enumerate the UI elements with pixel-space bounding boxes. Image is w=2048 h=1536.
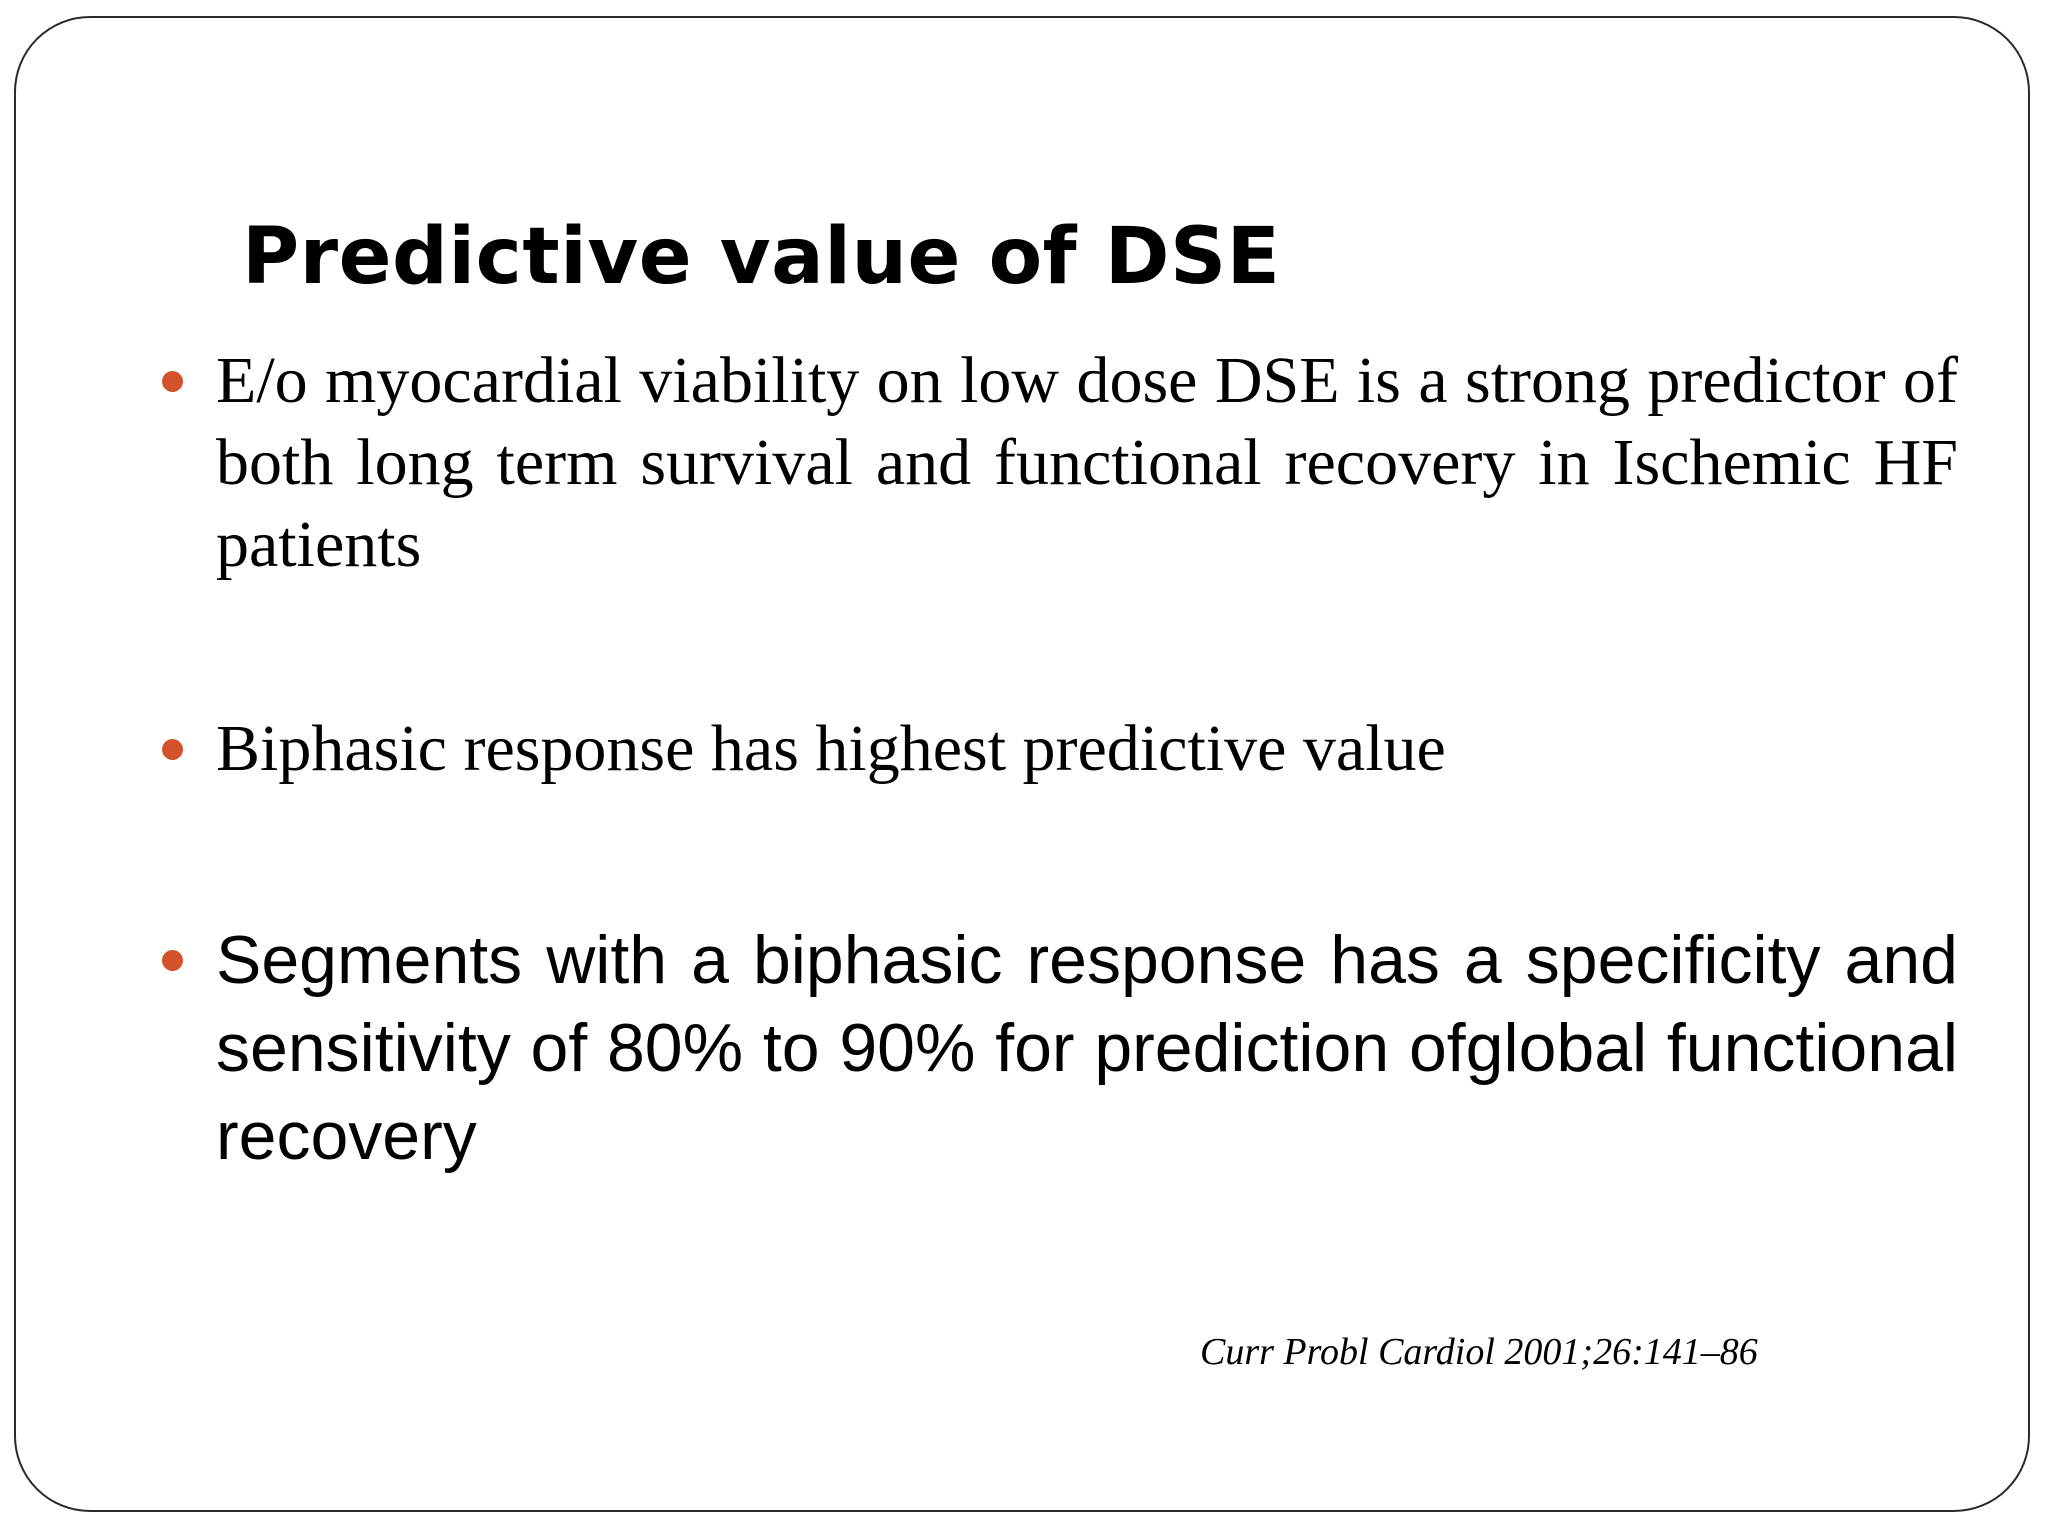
slide-title: Predictive value of DSE — [242, 212, 1281, 302]
bullet-dot-icon — [162, 371, 183, 392]
bullet-text: Segments with a biphasic response has a … — [216, 922, 1958, 1174]
bullet-text: E/o myocardial viability on low dose DSE… — [216, 344, 1958, 581]
bullet-dot-icon — [162, 950, 183, 971]
bullet-text: Biphasic response has highest predictive… — [216, 712, 1446, 785]
bullet-dot-icon — [162, 739, 183, 760]
citation: Curr Probl Cardiol 2001;26:141–86 — [1200, 1331, 1758, 1373]
bullet-item: Biphasic response has highest predictive… — [162, 708, 1958, 790]
bullet-item: Segments with a biphasic response has a … — [162, 916, 1958, 1180]
slide-frame: Predictive value of DSE E/o myocardial v… — [14, 16, 2030, 1512]
bullet-list: E/o myocardial viability on low dose DSE… — [16, 18, 2028, 1510]
bullet-item: E/o myocardial viability on low dose DSE… — [162, 340, 1958, 586]
